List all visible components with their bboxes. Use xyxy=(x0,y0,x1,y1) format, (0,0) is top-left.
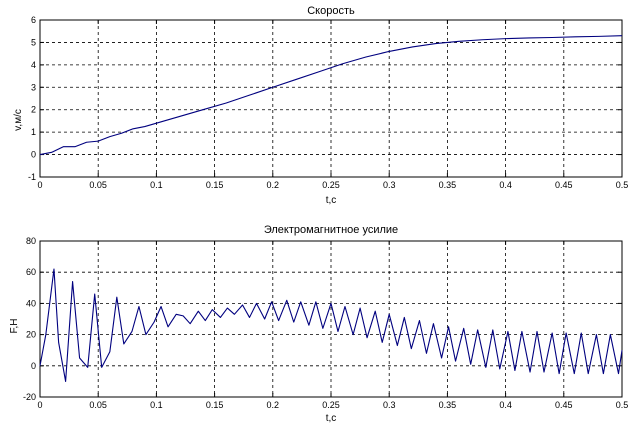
force-x-tick-label-7: 0.35 xyxy=(439,400,457,410)
velocity-y-tick-label-1: 0 xyxy=(31,150,36,160)
velocity-y-tick-label-4: 3 xyxy=(31,82,36,92)
velocity-y-axis-label: v,м/с xyxy=(13,109,24,131)
velocity-x-tick-label-0: 0 xyxy=(37,180,42,190)
velocity-plot: 0 0.05 0.1 0.15 0.2 0.25 0.3 0.35 0.4 0.45 0.5-101… xyxy=(13,5,628,206)
velocity-y-tick-label-3: 2 xyxy=(31,105,36,115)
velocity-x-tick-label-8: 0.4 xyxy=(499,180,512,190)
force-x-tick-label-1: 0.05 xyxy=(89,400,107,410)
velocity-x-axis-label: t,c xyxy=(326,195,337,206)
force-x-tick-label-10: 0.5 xyxy=(616,400,629,410)
force-y-tick-label-4: 60 xyxy=(26,267,36,277)
force-x-tick-label-0: 0 xyxy=(37,400,42,410)
velocity-y-tick-label-0: -1 xyxy=(28,172,36,182)
velocity-x-tick-label-9: 0.45 xyxy=(555,180,573,190)
force-x-tick-label-6: 0.3 xyxy=(383,400,396,410)
force-y-tick-label-0: -20 xyxy=(23,392,36,402)
force-y-tick-label-2: 20 xyxy=(26,330,36,340)
velocity-x-tick-label-7: 0.35 xyxy=(439,180,457,190)
velocity-title: Скорость xyxy=(307,5,355,17)
velocity-x-tick-label-6: 0.3 xyxy=(383,180,396,190)
force-x-tick-label-5: 0.25 xyxy=(322,400,340,410)
force-y-tick-label-1: 0 xyxy=(31,361,36,371)
force-y-axis-label: F,H xyxy=(9,319,20,334)
force-y-tick-label-5: 80 xyxy=(26,236,36,246)
force-title: Электромагнитное усилие xyxy=(264,224,398,236)
velocity-x-tick-label-2: 0.1 xyxy=(150,180,163,190)
force-series-line xyxy=(39,268,623,382)
velocity-y-tick-label-7: 6 xyxy=(31,15,36,25)
force-ticks: 0 0.05 0.1 0.15 0.2 0.25 0.3 0.35 0.4 0.45 0.5-200… xyxy=(23,236,628,410)
velocity-series-line xyxy=(39,35,623,156)
velocity-y-tick-label-6: 5 xyxy=(31,37,36,47)
force-y-tick-label-3: 40 xyxy=(26,298,36,308)
velocity-x-tick-label-4: 0.2 xyxy=(267,180,280,190)
force-x-tick-label-3: 0.15 xyxy=(206,400,224,410)
force-plot: 0 0.05 0.1 0.15 0.2 0.25 0.3 0.35 0.4 0.45 0.5-200… xyxy=(9,224,628,424)
velocity-y-tick-label-5: 4 xyxy=(31,60,36,70)
velocity-x-tick-label-1: 0.05 xyxy=(89,180,107,190)
velocity-grid xyxy=(40,20,622,177)
force-x-tick-label-4: 0.2 xyxy=(267,400,280,410)
velocity-y-tick-label-2: 1 xyxy=(31,127,36,137)
force-x-tick-label-8: 0.4 xyxy=(499,400,512,410)
force-x-tick-label-2: 0.1 xyxy=(150,400,163,410)
force-x-axis-label: t,c xyxy=(326,413,337,424)
velocity-ticks: 0 0.05 0.1 0.15 0.2 0.25 0.3 0.35 0.4 0.45 0.5-101… xyxy=(28,15,628,190)
velocity-x-tick-label-5: 0.25 xyxy=(322,180,340,190)
velocity-x-tick-label-10: 0.5 xyxy=(616,180,629,190)
force-x-tick-label-9: 0.45 xyxy=(555,400,573,410)
velocity-x-tick-label-3: 0.15 xyxy=(206,180,224,190)
